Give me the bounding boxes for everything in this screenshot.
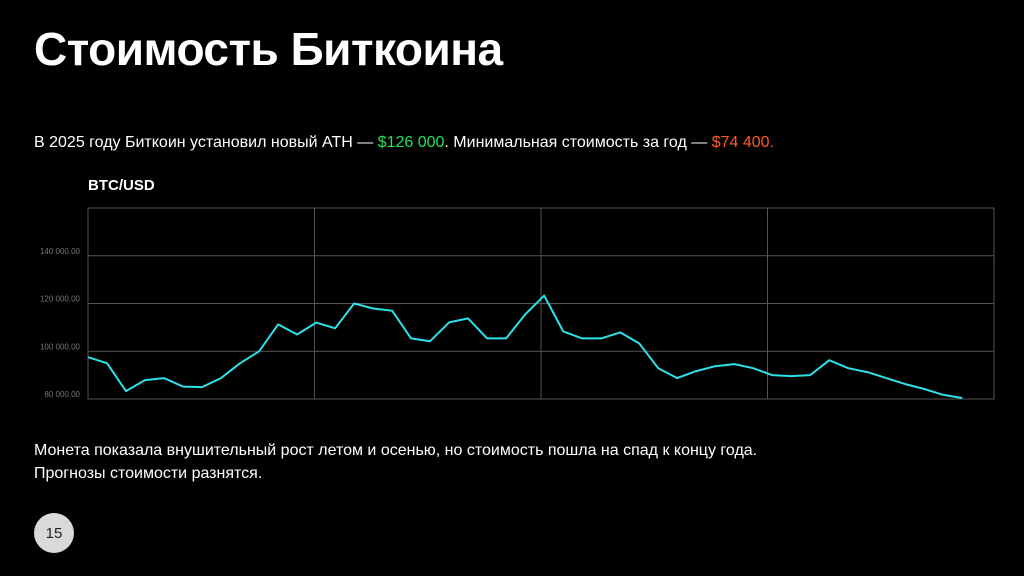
- outro-1: Монета показала внушительный рост летом …: [34, 442, 758, 459]
- y-tick-label: 140 000.00: [40, 247, 81, 256]
- title: Стоимость Биткоина: [34, 23, 503, 75]
- price-line: [87, 294, 963, 399]
- chart: BTC/USD 80 000.00 100 000.00 120 000.00 140…: [40, 177, 995, 400]
- intro: В 2025 году Биткоин установил новый ATH …: [34, 134, 774, 152]
- y-tick-label: 80 000.00: [44, 390, 80, 399]
- chart-title: BTC/USD: [88, 177, 155, 194]
- outro-2: Прогнозы стоимости разнятся.: [34, 465, 263, 482]
- y-tick-label: 120 000.00: [40, 295, 81, 304]
- intro-text: В 2025 году Биткоин установил новый ATH …: [34, 134, 378, 151]
- page-number: 15: [34, 513, 74, 553]
- min-price: $74 400.: [711, 134, 774, 151]
- intro-text: . Минимальная стоимость за год —: [444, 134, 712, 151]
- max-price: $126 000: [377, 134, 445, 151]
- y-tick-label: 100 000.00: [40, 342, 81, 351]
